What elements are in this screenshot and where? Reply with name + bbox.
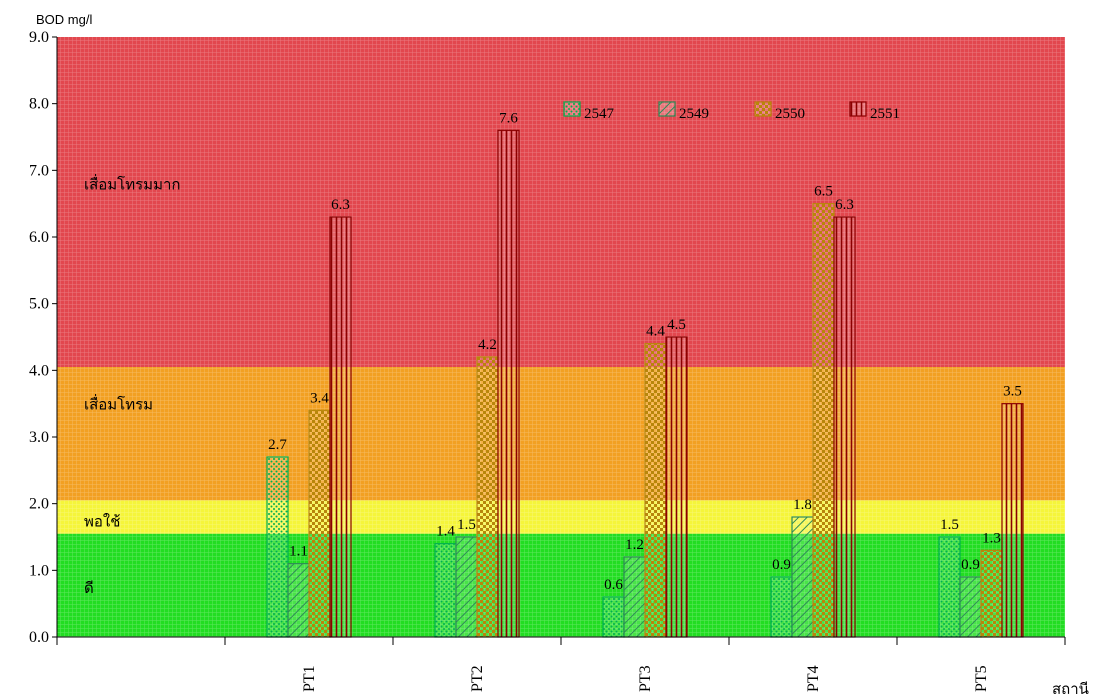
legend-swatch-2551 — [849, 101, 867, 117]
legend-label: 2549 — [679, 106, 709, 122]
bar-2551-PT2 — [497, 129, 520, 638]
bar-2550-PT1 — [308, 409, 331, 638]
x-tick-label: PT1 — [301, 665, 318, 692]
x-axis-title: สถานี — [1052, 680, 1089, 698]
value-label: 6.5 — [814, 184, 833, 200]
value-label: 1.4 — [436, 524, 455, 540]
bar-2551-PT1 — [329, 216, 352, 638]
value-labels: 2.71.13.46.31.4 1.54.27.60.61.24.4 4.50.91… — [268, 110, 1022, 593]
legend-label: 2550 — [775, 106, 805, 122]
value-label: 4.2 — [478, 337, 497, 353]
y-tick-label: 0.0 — [29, 629, 49, 646]
bar-2551-PT4 — [833, 216, 856, 638]
zone-band-texture — [57, 37, 1065, 367]
bar-2550-PT4 — [812, 203, 835, 638]
legend: 2547 2549 2550 2551 — [563, 101, 900, 122]
legend-label: 2547 — [584, 106, 615, 122]
value-label: 6.3 — [331, 197, 350, 213]
value-label: 1.8 — [793, 497, 812, 513]
bar-2547-PT4 — [770, 576, 793, 638]
y-tick-label: 6.0 — [29, 229, 49, 246]
y-tick-label: 9.0 — [29, 29, 49, 46]
value-label: 3.4 — [310, 390, 329, 406]
bar-2547-PT1 — [266, 456, 289, 638]
bar-2551-PT5 — [1001, 403, 1024, 638]
value-label: 1.2 — [625, 537, 644, 553]
axes: 0.0 1.0 2.0 3.0 4.0 5.0 6.0 7.0 8.0 9.0 PT1 PT2 PT3 P… — [29, 29, 1066, 692]
bar-2549-PT2 — [455, 536, 478, 638]
bar-2547-PT5 — [938, 536, 961, 638]
x-tick-label: PT4 — [805, 665, 822, 692]
bar-2551-PT3 — [665, 336, 688, 638]
zone-label: เสื่อมโทรม — [84, 394, 153, 414]
bar-2547-PT3 — [602, 596, 625, 638]
quality-zones — [57, 37, 1065, 637]
zone-label: พอใช้ — [84, 512, 120, 530]
value-label: 4.5 — [667, 317, 686, 333]
bar-2549-PT5 — [959, 576, 982, 638]
bar-2549-PT4 — [791, 516, 814, 638]
y-tick-label: 2.0 — [29, 496, 49, 513]
value-label: 7.6 — [499, 110, 518, 126]
x-tick-label: PT3 — [637, 665, 654, 692]
x-tick-label: PT2 — [469, 665, 486, 692]
zone-label: เสื่อมโทรมมาก — [84, 174, 180, 194]
value-label: 1.1 — [289, 544, 308, 560]
zone-band-texture — [57, 533, 1065, 637]
zone-band-texture — [57, 500, 1065, 534]
bar-2550-PT2 — [476, 356, 499, 638]
value-label: 6.3 — [835, 197, 854, 213]
legend-swatch-2550 — [754, 101, 772, 117]
value-label: 1.3 — [982, 530, 1001, 546]
value-label: 1.5 — [457, 517, 476, 533]
zone-band-texture — [57, 367, 1065, 501]
bar-2550-PT5 — [980, 549, 1003, 638]
bar-2550-PT3 — [644, 343, 667, 638]
value-label: 1.5 — [940, 517, 959, 533]
y-tick-label: 1.0 — [29, 562, 49, 579]
y-axis-title: BOD mg/l — [36, 12, 92, 27]
y-tick-label: 7.0 — [29, 162, 49, 179]
x-tick-label: PT5 — [973, 665, 990, 692]
legend-swatch-2549 — [658, 101, 676, 117]
value-label: 0.9 — [772, 557, 791, 573]
y-tick-label: 8.0 — [29, 96, 49, 113]
y-tick-label: 5.0 — [29, 296, 49, 313]
legend-swatch-2547 — [563, 101, 581, 117]
value-label: 0.9 — [961, 557, 980, 573]
value-label: 3.5 — [1003, 384, 1022, 400]
y-tick-label: 3.0 — [29, 429, 49, 446]
bar-2549-PT3 — [623, 556, 646, 638]
value-label: 2.7 — [268, 437, 287, 453]
bar-2549-PT1 — [287, 563, 310, 638]
zone-labels: ดี พอใช้ เสื่อมโทรม เสื่อมโทรมมาก — [84, 174, 180, 597]
value-label: 4.4 — [646, 324, 665, 340]
y-tick-label: 4.0 — [29, 362, 49, 379]
value-label: 0.6 — [604, 577, 623, 593]
legend-label: 2551 — [870, 106, 900, 122]
bar-2547-PT2 — [434, 543, 457, 638]
bars — [266, 129, 1024, 638]
zone-label: ดี — [84, 579, 94, 597]
